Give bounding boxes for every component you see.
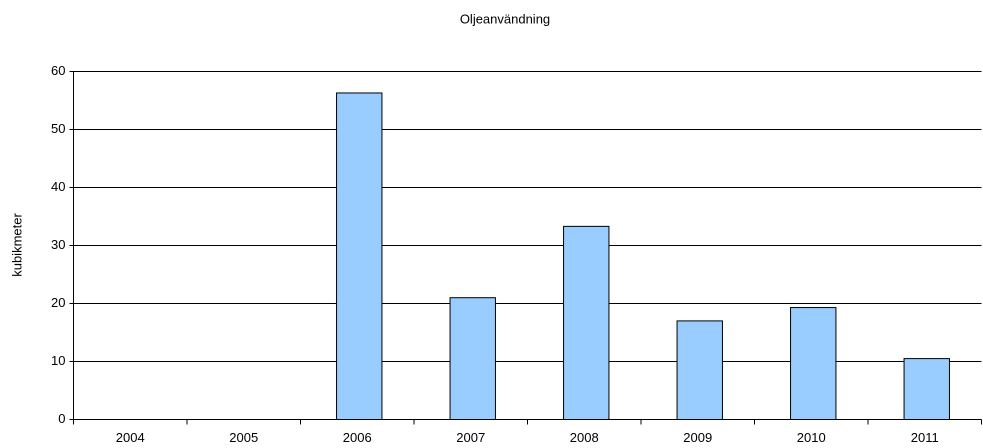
bar [449, 297, 496, 421]
x-tick-label: 2007 [456, 430, 485, 445]
y-axis-label: kubikmeter [9, 213, 24, 277]
x-tick-label: 2011 [911, 430, 939, 445]
y-tick-label: 40 [51, 179, 65, 194]
y-tick-label: 10 [51, 353, 65, 368]
x-tick-label: 2008 [570, 430, 599, 445]
x-tick-label: 2004 [116, 430, 145, 445]
bar [336, 92, 383, 421]
y-tick-label: 30 [51, 237, 65, 252]
y-tick-label: 20 [51, 295, 65, 310]
x-tick-label: 2005 [229, 430, 258, 445]
x-tick-label: 2006 [343, 430, 372, 445]
bar [563, 225, 610, 420]
x-tick-label: 2009 [683, 430, 712, 445]
chart-title: Oljeanvändning [460, 11, 550, 26]
bar [676, 320, 723, 420]
bar [903, 358, 950, 421]
y-tick-label: 0 [58, 411, 65, 426]
y-tick-label: 50 [51, 121, 65, 136]
x-tick-label: 2010 [797, 430, 826, 445]
bar [790, 307, 837, 420]
y-tick-label: 60 [51, 63, 65, 78]
